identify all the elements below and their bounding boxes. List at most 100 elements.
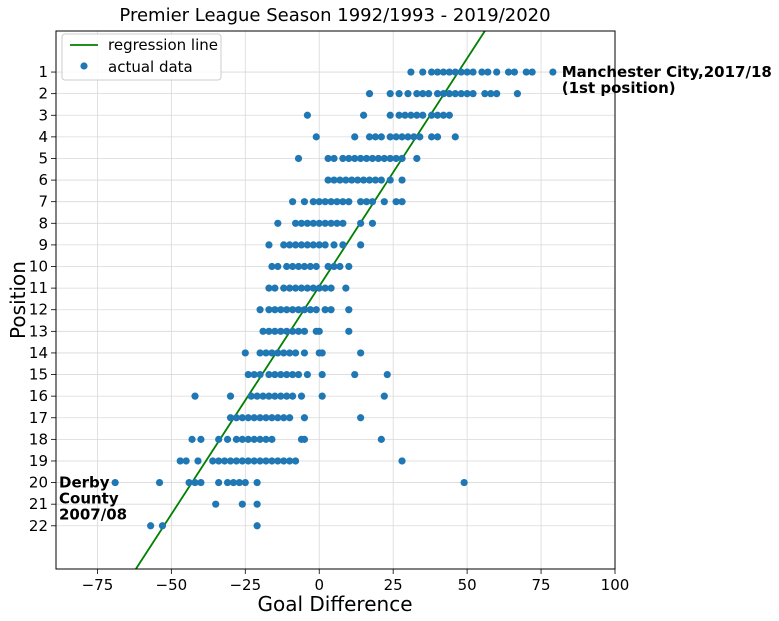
y-tick-label: 4 xyxy=(38,128,48,146)
y-tick-label: 17 xyxy=(29,409,48,427)
data-point xyxy=(262,414,270,422)
data-point xyxy=(283,262,291,271)
data-point xyxy=(259,392,267,400)
y-tick-label: 5 xyxy=(38,149,48,167)
data-point xyxy=(339,241,347,249)
data-point xyxy=(300,435,309,443)
data-point xyxy=(262,349,270,357)
data-point xyxy=(386,90,394,98)
data-point xyxy=(451,68,459,76)
data-point xyxy=(277,306,285,314)
data-point xyxy=(357,414,365,422)
legend-item-actual-data: actual data xyxy=(108,58,193,76)
data-point xyxy=(256,457,264,465)
data-point xyxy=(244,457,252,465)
data-point xyxy=(324,262,332,271)
y-tick-label: 2 xyxy=(38,85,48,103)
y-tick-label: 21 xyxy=(29,495,48,513)
data-point xyxy=(268,349,276,357)
data-point xyxy=(158,522,167,530)
data-point xyxy=(256,349,264,357)
data-point xyxy=(528,68,536,76)
data-point xyxy=(306,262,314,271)
y-tick-label: 13 xyxy=(29,322,48,340)
data-point xyxy=(428,68,436,76)
data-point xyxy=(271,284,279,292)
data-point xyxy=(235,478,243,487)
data-point xyxy=(265,284,273,292)
data-point xyxy=(303,241,312,249)
data-point xyxy=(374,154,382,163)
data-point xyxy=(504,68,513,76)
data-point xyxy=(460,478,468,487)
data-point xyxy=(274,219,282,227)
data-point xyxy=(197,435,205,443)
data-point xyxy=(469,68,477,76)
data-point xyxy=(407,111,415,119)
x-tick-label: 100 xyxy=(601,576,630,594)
data-point xyxy=(371,133,380,141)
data-point xyxy=(238,500,246,508)
data-point xyxy=(268,435,276,443)
data-point xyxy=(280,284,288,292)
data-point xyxy=(300,349,309,357)
data-point xyxy=(244,370,252,379)
data-point xyxy=(351,154,359,163)
data-point xyxy=(309,219,317,227)
data-point xyxy=(510,68,519,76)
data-point xyxy=(289,327,297,335)
data-point xyxy=(238,414,246,422)
data-point xyxy=(359,176,368,184)
data-point xyxy=(321,306,329,314)
data-point xyxy=(271,327,279,335)
data-point xyxy=(330,176,338,184)
data-point xyxy=(522,68,530,76)
data-point xyxy=(318,349,326,357)
data-point xyxy=(315,219,323,227)
data-point xyxy=(549,68,557,76)
data-point xyxy=(300,306,309,314)
data-point xyxy=(398,198,406,206)
data-point xyxy=(401,111,409,119)
data-point xyxy=(342,284,350,292)
data-point xyxy=(321,219,329,227)
data-point xyxy=(327,306,335,314)
data-point xyxy=(487,90,495,98)
data-point xyxy=(303,284,312,292)
data-point xyxy=(315,198,323,206)
data-point xyxy=(419,68,427,76)
data-point xyxy=(289,392,297,400)
y-tick-label: 12 xyxy=(29,301,48,319)
data-point xyxy=(392,154,400,163)
data-point xyxy=(315,327,323,335)
data-point xyxy=(182,457,190,465)
data-point xyxy=(274,457,282,465)
data-point xyxy=(197,478,205,487)
annotation-derby-county: 2007/08 xyxy=(59,506,127,524)
data-point xyxy=(410,133,418,141)
data-point xyxy=(277,327,285,335)
data-point xyxy=(463,90,471,98)
data-point xyxy=(368,154,377,163)
data-point xyxy=(463,68,471,76)
data-point xyxy=(392,133,400,141)
data-point xyxy=(265,392,273,400)
data-point xyxy=(289,370,297,379)
data-point xyxy=(283,392,291,400)
data-point xyxy=(371,176,380,184)
data-point xyxy=(404,133,412,141)
data-point xyxy=(357,219,365,227)
data-point xyxy=(256,370,264,379)
data-point xyxy=(209,457,217,465)
scatter-points xyxy=(111,68,557,530)
legend-point-swatch xyxy=(80,62,88,70)
data-point xyxy=(321,241,329,249)
data-point xyxy=(253,478,261,487)
data-point xyxy=(283,370,291,379)
data-point xyxy=(265,327,273,335)
data-point xyxy=(419,90,427,98)
y-tick-label: 22 xyxy=(29,517,48,535)
data-point xyxy=(226,414,235,422)
data-point xyxy=(383,370,391,379)
data-point xyxy=(297,241,306,249)
